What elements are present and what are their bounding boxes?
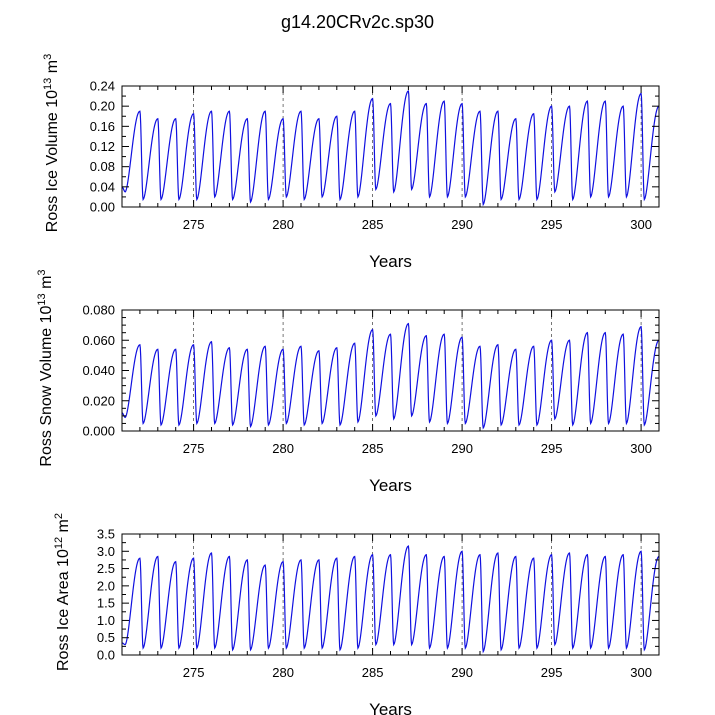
y-axis-label-exponent: 13 (42, 78, 54, 90)
y-tick-label: 0.5 (97, 630, 115, 645)
x-tick-label: 280 (272, 665, 294, 680)
x-tick-label: 290 (451, 665, 473, 680)
x-tick-label: 295 (541, 665, 563, 680)
x-tick-label: 290 (451, 217, 473, 232)
x-tick-label: 290 (451, 441, 473, 456)
panel-2: 275 280 285 290 295 300 0.000 0.020 0.040 0.060 0.… (36, 269, 660, 495)
plot-frame (121, 309, 660, 432)
panel-1: 275 280 285 290 295 300 0.00 0.04 0.08 0.12 0.16 0.… (42, 54, 660, 271)
x-tick-label: 275 (183, 665, 205, 680)
y-axis-label-exponent: 13 (36, 293, 48, 305)
y-tick-label: 2.5 (97, 561, 115, 576)
figure-title: g14.20CRv2c.sp30 (281, 12, 434, 32)
x-tick-label: 275 (183, 217, 205, 232)
y-tick-label: 0.040 (82, 363, 115, 378)
y-tick-label: 0.04 (90, 179, 115, 194)
y-axis-label: Ross Ice Area 1012 m2 (53, 513, 72, 671)
x-tick-label: 300 (630, 441, 652, 456)
x-axis-label: Years (369, 252, 412, 271)
y-axis-label-exponent: 2 (53, 513, 65, 519)
x-tick-label: 295 (541, 217, 563, 232)
y-tick-label: 0.08 (90, 159, 115, 174)
x-tick-label: 300 (630, 217, 652, 232)
y-tick-label: 0.060 (82, 333, 115, 348)
x-axis-label: Years (369, 476, 412, 495)
y-tick-label: 0.00 (90, 200, 115, 215)
x-tick-label: 285 (362, 665, 384, 680)
y-axis-label: Ross Ice Volume 1013 m3 (42, 54, 61, 232)
x-tick-label: 285 (362, 217, 384, 232)
y-axis-label-text: Ross Ice Volume 10 (44, 90, 61, 232)
y-tick-label: 1.5 (97, 596, 115, 611)
y-axis-label-exponent: 3 (42, 54, 54, 60)
y-axis-label: Ross Snow Volume 1013 m3 (36, 269, 55, 466)
y-axis-label-text: Ross Ice Area 10 (55, 549, 72, 671)
x-axis-label: Years (369, 700, 412, 715)
y-axis-label-exponent: 3 (36, 269, 48, 275)
x-tick-label: 285 (362, 441, 384, 456)
y-axis-label-text: Ross Snow Volume 10 (38, 305, 55, 466)
series-line (121, 545, 660, 654)
x-tick-label: 275 (183, 441, 205, 456)
y-tick-label: 3.0 (97, 544, 115, 559)
y-tick-label: 0.0 (97, 648, 115, 663)
y-tick-label: 0.020 (82, 393, 115, 408)
y-tick-label: 0.24 (90, 79, 115, 94)
y-tick-label: 0.080 (82, 303, 115, 318)
y-tick-label: 0.12 (90, 139, 115, 154)
y-axis-label-text: m (55, 519, 72, 537)
y-tick-label: 1.0 (97, 613, 115, 628)
x-tick-label: 300 (630, 665, 652, 680)
y-axis-label-text: m (44, 60, 61, 78)
y-tick-label: 3.5 (97, 527, 115, 542)
y-tick-label: 2.0 (97, 578, 115, 593)
y-tick-label: 0.20 (90, 99, 115, 114)
y-tick-label: 0.16 (90, 119, 115, 134)
panel-3: 275 280 285 290 295 300 0.0 0.5 1.0 1.5 2.0 2.5 3.0 3… (53, 513, 660, 715)
y-axis-label-text: m (38, 276, 55, 294)
x-tick-label: 280 (272, 217, 294, 232)
y-tick-label: 0.000 (82, 424, 115, 439)
x-tick-label: 295 (541, 441, 563, 456)
x-tick-label: 280 (272, 441, 294, 456)
y-axis-label-exponent: 12 (53, 537, 65, 549)
series-line (121, 322, 660, 430)
series-line (121, 90, 660, 207)
plot-frame (121, 533, 660, 656)
